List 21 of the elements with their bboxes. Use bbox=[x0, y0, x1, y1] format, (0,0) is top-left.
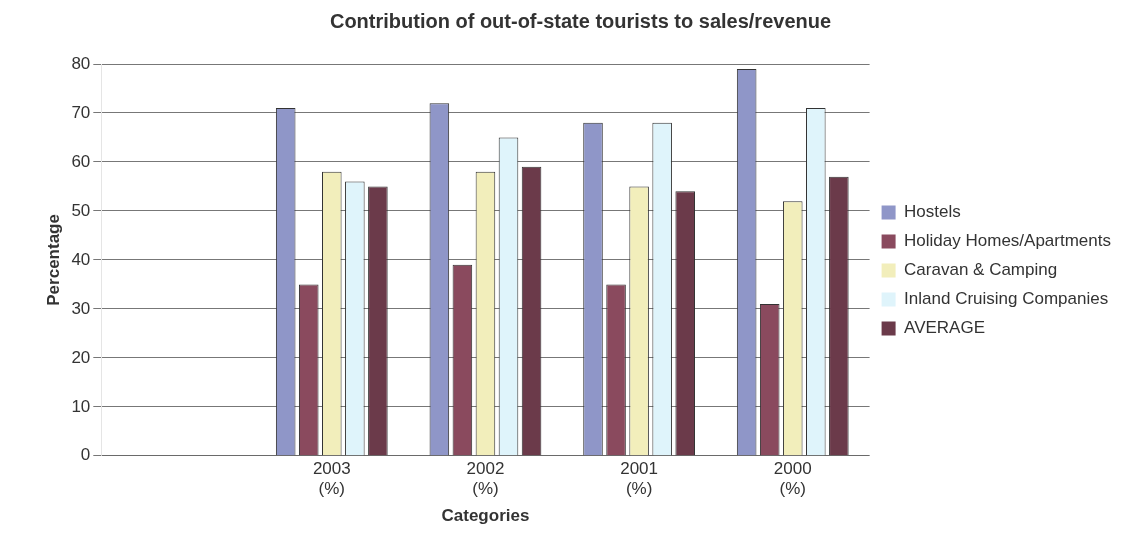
y-tick-label: 70 bbox=[71, 102, 91, 122]
y-tick-label: 10 bbox=[71, 396, 91, 416]
x-tick-label: 2001 (%) bbox=[620, 458, 659, 499]
y-tick-label: 80 bbox=[71, 53, 91, 73]
y-tick-label: 30 bbox=[71, 298, 91, 318]
y-tick-label: 40 bbox=[71, 249, 91, 269]
y-tick-label: 0 bbox=[80, 445, 91, 465]
x-axis-title: Categories bbox=[441, 506, 530, 526]
legend-label: Caravan & Camping bbox=[904, 260, 1058, 280]
legend-label: Inland Cruising Companies bbox=[904, 289, 1109, 309]
y-axis-title: Percentage bbox=[43, 214, 63, 306]
y-tick-label: 50 bbox=[71, 200, 91, 220]
legend-label: Hostels bbox=[904, 202, 961, 222]
x-tick-label: 2000 (%) bbox=[773, 458, 812, 499]
y-tick-label: 20 bbox=[71, 347, 91, 367]
legend-label: AVERAGE bbox=[904, 318, 986, 338]
x-tick-label: 2003 (%) bbox=[312, 458, 351, 499]
x-tick-label: 2002 (%) bbox=[466, 458, 505, 499]
legend-label: Holiday Homes/Apartments bbox=[904, 231, 1112, 251]
chart-title: Contribution of out-of-state tourists to sales/revenue bbox=[329, 9, 832, 32]
y-tick-label: 60 bbox=[71, 151, 91, 171]
